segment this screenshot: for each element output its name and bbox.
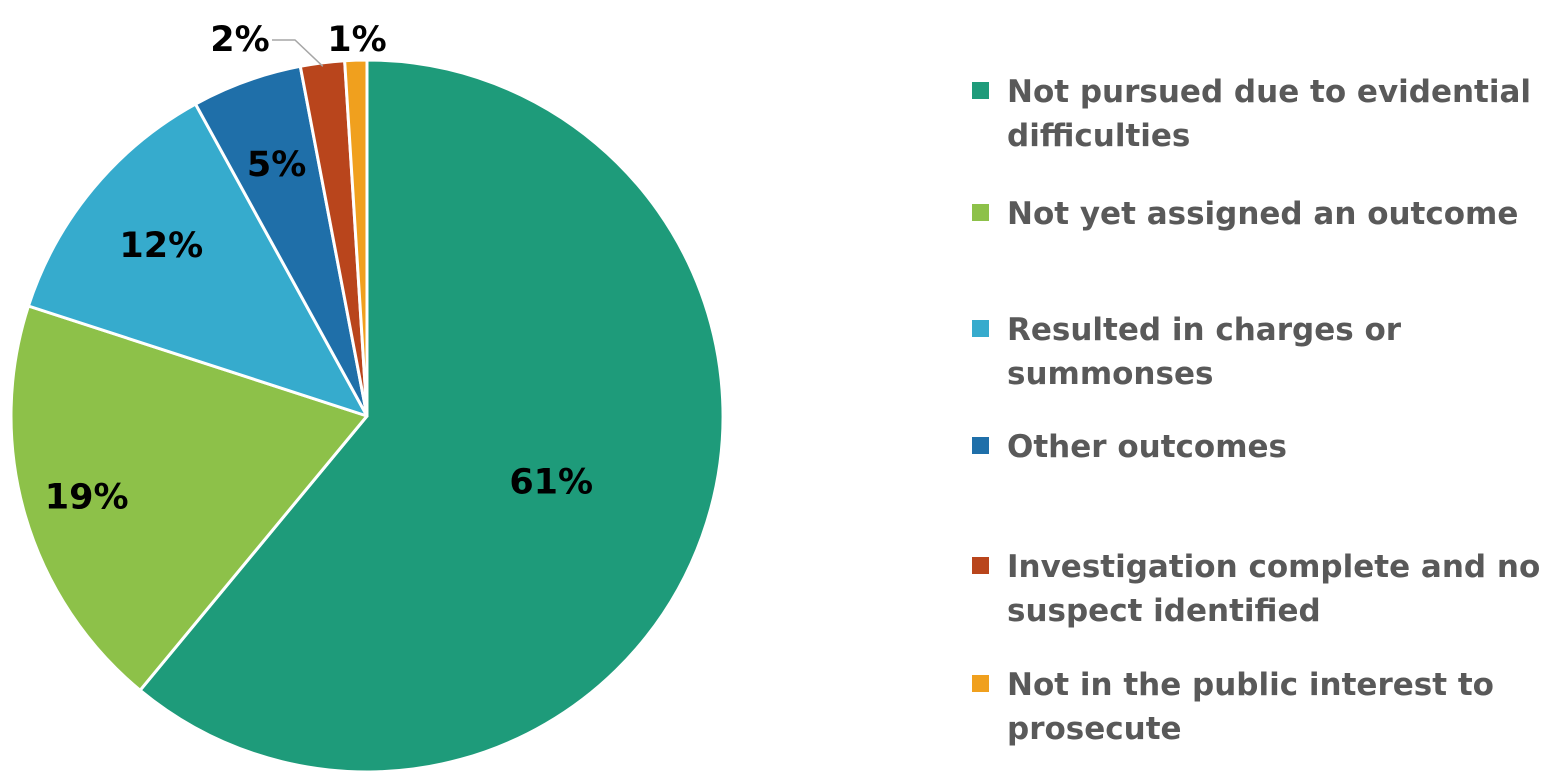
data-label-no-suspect-identified: 2% bbox=[210, 20, 269, 60]
legend-swatch bbox=[972, 437, 989, 454]
data-label-public-interest: 1% bbox=[327, 20, 386, 60]
legend-swatch bbox=[972, 557, 989, 574]
legend-item-other-outcomes: Other outcomes bbox=[972, 425, 1557, 469]
legend-swatch bbox=[972, 320, 989, 337]
legend-label: Other outcomes bbox=[1007, 429, 1287, 465]
legend-label: Not pursued due to evidential difficulti… bbox=[1007, 74, 1532, 154]
legend-item-evidential-difficulties: Not pursued due to evidential difficulti… bbox=[972, 70, 1557, 158]
data-label-evidential-difficulties: 61% bbox=[509, 462, 593, 502]
legend-label: Not in the public interest to prosecute bbox=[1007, 667, 1494, 747]
leader-lines bbox=[272, 39, 324, 67]
leader-line-no-suspect-identified bbox=[272, 39, 324, 67]
legend-label: Not yet assigned an outcome bbox=[1007, 196, 1519, 232]
legend-item-no-suspect-identified: Investigation complete and no suspect id… bbox=[972, 545, 1557, 633]
legend-item-not-yet-assigned: Not yet assigned an outcome bbox=[972, 192, 1557, 236]
pie-slice-evidential-difficulties bbox=[138, 58, 725, 772]
pie-chart: 61% 19% 12% 5% 2% 1% bbox=[9, 20, 725, 772]
data-label-charges-or-summonses: 12% bbox=[119, 226, 203, 266]
pie-slices bbox=[9, 58, 725, 772]
data-label-not-yet-assigned: 19% bbox=[45, 477, 129, 517]
legend-label: Resulted in charges or summonses bbox=[1007, 312, 1402, 392]
pie-slice-public-interest bbox=[343, 58, 369, 418]
legend-item-public-interest: Not in the public interest to prosecute bbox=[972, 663, 1507, 751]
pie-slice-charges-or-summonses bbox=[26, 102, 369, 418]
data-labels: 61% 19% 12% 5% 2% 1% bbox=[45, 20, 593, 517]
legend-swatch bbox=[972, 82, 989, 99]
legend-swatch bbox=[972, 675, 989, 692]
legend-label: Investigation complete and no suspect id… bbox=[1007, 549, 1541, 629]
legend-item-charges-or-summonses: Resulted in charges or summonses bbox=[972, 308, 1407, 396]
pie-slice-not-yet-assigned bbox=[9, 304, 369, 692]
data-label-other-outcomes: 5% bbox=[247, 145, 306, 185]
chart-legend: Not pursued due to evidential difficulti… bbox=[972, 70, 1560, 770]
legend-swatch bbox=[972, 204, 989, 221]
